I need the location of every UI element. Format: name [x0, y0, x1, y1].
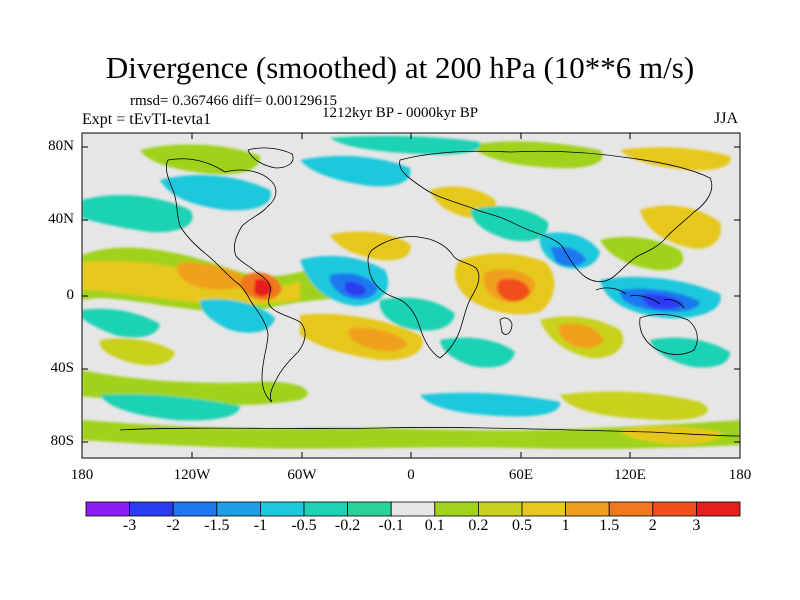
colorbar-swatch: [347, 501, 392, 517]
period-label: 1212kyr BP - 0000kyr BP: [322, 105, 479, 121]
lon-tick-0: 0: [407, 467, 415, 483]
colorbar-swatch: [477, 501, 523, 517]
colorbar-swatch: [696, 501, 741, 517]
lat-tick-0: 0: [66, 287, 75, 303]
divergence-field: [82, 135, 740, 449]
colorbar-swatch: [303, 501, 348, 517]
colorbar-label: -0.2: [334, 517, 361, 534]
colorbar-swatch: [172, 501, 218, 517]
lat-tick-80n: 80N: [48, 138, 74, 154]
colorbar-swatch: [434, 501, 479, 517]
colorbar-label: 0.5: [512, 517, 532, 534]
lon-tick-180e: 180: [728, 467, 752, 483]
colorbar-swatch: [216, 501, 261, 517]
colorbar-label: 3: [692, 517, 701, 534]
experiment-label: Expt = tEvTI-tevta1: [82, 111, 211, 128]
chart-title: Divergence (smoothed) at 200 hPa (10**6 …: [105, 50, 695, 85]
lat-tick-80s: 80S: [50, 433, 74, 449]
colorbar-label: -0.5: [291, 517, 317, 534]
colorbar-label: -2: [166, 517, 180, 534]
colorbar-swatch: [652, 501, 697, 517]
coastlines: [119, 147, 740, 437]
axis-ticks: [82, 133, 740, 458]
lat-tick-40s: 40S: [50, 360, 74, 376]
lat-tick-40n: 40N: [48, 211, 74, 227]
colorbar-label: 2: [648, 517, 657, 534]
colorbar-label: 1: [561, 517, 570, 534]
colorbar-swatch: [608, 501, 654, 517]
lon-tick-180w: 180: [70, 467, 94, 483]
lon-tick-120w: 120W: [173, 467, 211, 483]
colorbar-swatch: [85, 501, 130, 517]
lon-tick-60e: 60E: [508, 467, 534, 483]
colorbar-label: 0.2: [468, 517, 489, 534]
colorbar-swatch: [565, 501, 610, 517]
season-label: JJA: [714, 110, 739, 127]
colorbar-label: -1: [253, 517, 268, 534]
colorbar-label: -0.1: [378, 517, 404, 534]
colorbar-swatch: [390, 501, 436, 517]
colorbar-label: 1.5: [599, 517, 620, 534]
colorbar-swatch: [129, 501, 174, 517]
rmsd-label: rmsd= 0.367466 diff= 0.00129615: [130, 93, 338, 109]
colorbar-label: 0.1: [424, 517, 445, 534]
lon-tick-60w: 60W: [287, 467, 317, 483]
colorbar: [85, 501, 741, 517]
lon-tick-120e: 120E: [614, 467, 646, 483]
colorbar-swatch: [259, 501, 305, 517]
colorbar-label: -1.5: [204, 517, 230, 534]
colorbar-label: -3: [122, 517, 137, 534]
colorbar-swatch: [521, 501, 566, 517]
